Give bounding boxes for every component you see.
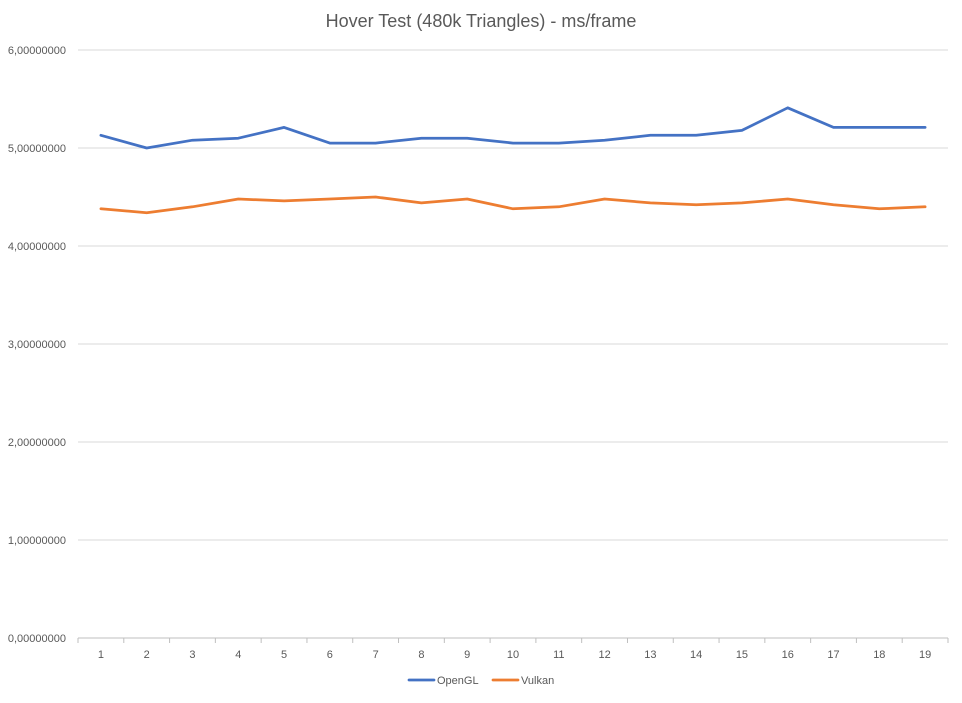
y-tick-label: 1,00000000	[8, 535, 66, 547]
y-tick-label: 4,00000000	[8, 241, 66, 253]
y-tick-label: 2,00000000	[8, 437, 66, 449]
x-tick-label: 3	[189, 649, 195, 661]
x-tick-label: 5	[281, 649, 287, 661]
legend: OpenGL Vulkan	[407, 675, 554, 687]
x-tick-label: 15	[736, 649, 748, 661]
x-tick-label: 1	[98, 649, 104, 661]
x-tick-label: 17	[827, 649, 839, 661]
x-tick-label: 10	[507, 649, 519, 661]
gridlines	[78, 49, 948, 541]
chart-title: Hover Test (480k Triangles) - ms/frame	[326, 11, 637, 31]
series-lines	[99, 106, 927, 215]
x-tick-label: 8	[418, 649, 424, 661]
x-tick-label: 4	[235, 649, 241, 661]
y-tick-label: 0,00000000	[8, 633, 66, 645]
x-tick-label: 14	[690, 649, 702, 661]
x-tick-label: 11	[553, 649, 564, 661]
series-line-opengl	[99, 106, 927, 150]
legend-label-opengl: OpenGL	[437, 675, 479, 687]
x-tick-label: 19	[919, 649, 931, 661]
x-tick-label: 13	[644, 649, 656, 661]
axes: 0,00000000 1,00000000 2,00000000 3,00000000…	[8, 45, 949, 661]
x-tick-label: 18	[873, 649, 885, 661]
legend-label-vulkan: Vulkan	[521, 675, 554, 687]
y-tick-label: 6,00000000	[8, 45, 66, 57]
x-tick-label: 6	[327, 649, 333, 661]
x-tick-label: 2	[144, 649, 150, 661]
x-tick-label: 7	[373, 649, 379, 661]
x-tick-label: 12	[598, 649, 610, 661]
y-tick-label: 3,00000000	[8, 339, 66, 351]
y-tick-label: 5,00000000	[8, 143, 66, 155]
x-tick-label: 16	[782, 649, 794, 661]
series-line-vulkan	[99, 195, 927, 215]
x-tick-label: 9	[464, 649, 470, 661]
